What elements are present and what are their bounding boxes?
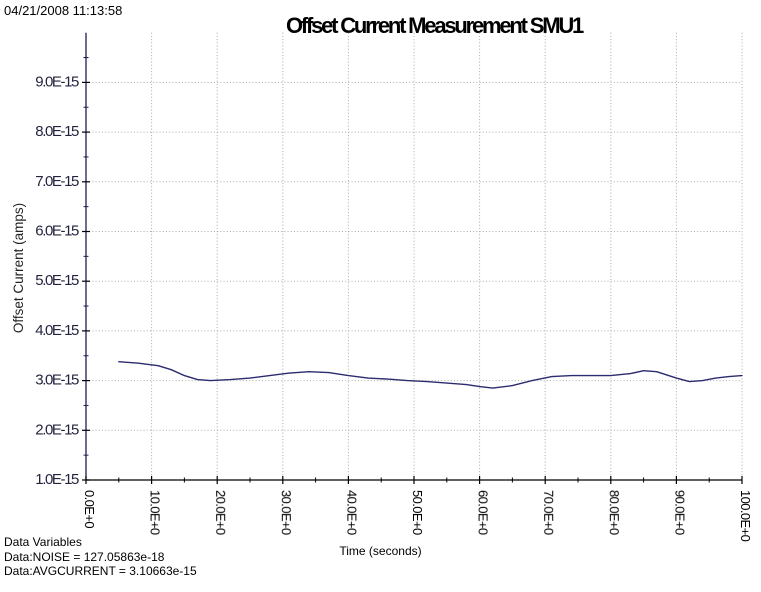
svg-text:5.0E-15: 5.0E-15 (35, 272, 79, 289)
svg-text:50.0E+0: 50.0E+0 (410, 490, 425, 535)
svg-text:60.0E+0: 60.0E+0 (476, 490, 491, 535)
svg-text:90.0E+0: 90.0E+0 (672, 490, 687, 535)
svg-text:4.0E-15: 4.0E-15 (35, 322, 79, 339)
svg-text:6.0E-15: 6.0E-15 (35, 223, 79, 240)
svg-text:7.0E-15: 7.0E-15 (35, 173, 79, 190)
svg-text:8.0E-15: 8.0E-15 (35, 123, 79, 140)
svg-text:1.0E-15: 1.0E-15 (35, 471, 79, 488)
svg-text:0.0E+0: 0.0E+0 (82, 490, 97, 528)
svg-text:20.0E+0: 20.0E+0 (213, 490, 228, 535)
svg-text:100.0E+0: 100.0E+0 (738, 490, 753, 542)
svg-text:70.0E+0: 70.0E+0 (541, 490, 556, 535)
svg-text:10.0E+0: 10.0E+0 (148, 490, 163, 535)
svg-text:30.0E+0: 30.0E+0 (279, 490, 294, 535)
svg-text:3.0E-15: 3.0E-15 (35, 372, 79, 389)
svg-text:9.0E-15: 9.0E-15 (35, 73, 79, 90)
svg-text:2.0E-15: 2.0E-15 (35, 421, 79, 438)
svg-text:40.0E+0: 40.0E+0 (344, 490, 359, 535)
svg-text:80.0E+0: 80.0E+0 (607, 490, 622, 535)
